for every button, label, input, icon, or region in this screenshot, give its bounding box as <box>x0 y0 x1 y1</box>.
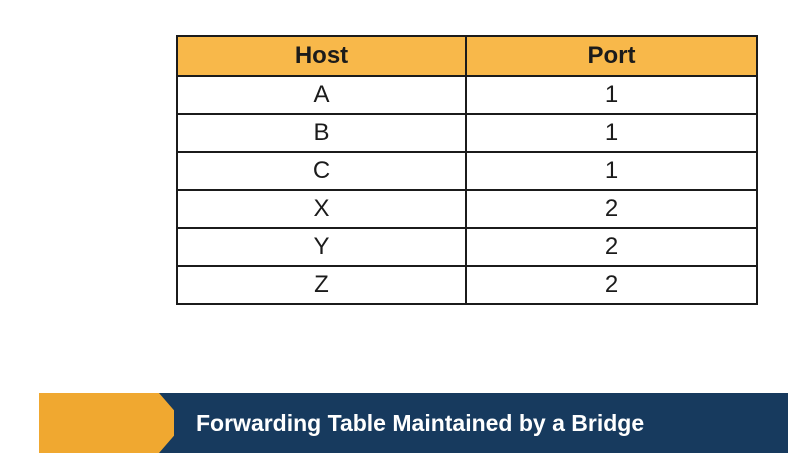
column-header-host: Host <box>176 35 467 77</box>
port-cell: 2 <box>465 227 758 267</box>
port-cell: 1 <box>465 75 758 115</box>
table-row: B 1 <box>176 113 758 153</box>
host-cell: X <box>176 189 467 229</box>
host-cell: Y <box>176 227 467 267</box>
table-row: Z 2 <box>176 265 758 305</box>
table-row: X 2 <box>176 189 758 229</box>
table-row: Y 2 <box>176 227 758 267</box>
chevron-right-icon <box>159 393 207 453</box>
host-cell: C <box>176 151 467 191</box>
caption-title: Forwarding Table Maintained by a Bridge <box>196 410 645 436</box>
table-header-row: Host Port <box>176 35 758 77</box>
caption-accent-block <box>39 393 174 453</box>
table-row: C 1 <box>176 151 758 191</box>
port-cell: 1 <box>465 113 758 153</box>
forwarding-table: Host Port A 1 B 1 C 1 X 2 Y 2 Z 2 <box>176 35 758 305</box>
column-header-port: Port <box>465 35 758 77</box>
table-row: A 1 <box>176 75 758 115</box>
host-cell: A <box>176 75 467 115</box>
port-cell: 2 <box>465 265 758 305</box>
port-cell: 2 <box>465 189 758 229</box>
port-cell: 1 <box>465 151 758 191</box>
host-cell: B <box>176 113 467 153</box>
caption-bar: Forwarding Table Maintained by a Bridge <box>39 393 788 453</box>
host-cell: Z <box>176 265 467 305</box>
